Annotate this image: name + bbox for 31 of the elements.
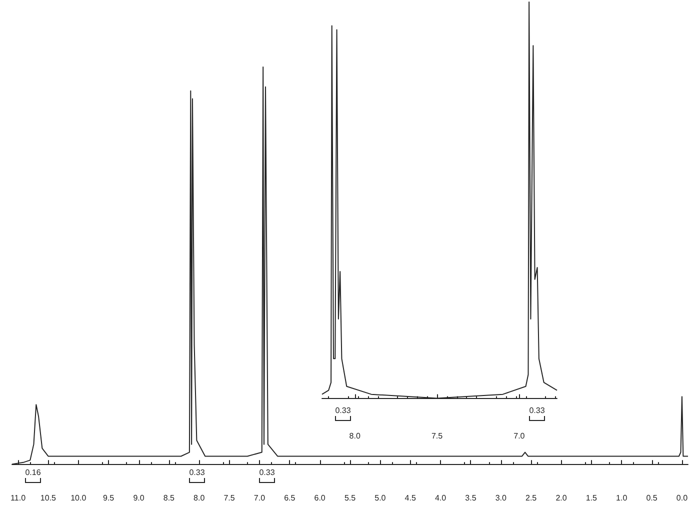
text: 0.16 xyxy=(25,468,41,477)
x-tick-label: 0.5 xyxy=(646,494,658,502)
x-tick-label: 8.0 xyxy=(194,494,206,502)
x-tick-label: 6.0 xyxy=(314,494,326,502)
x-tick-label: 1.0 xyxy=(616,494,628,502)
x-tick-label: 2.5 xyxy=(526,494,538,502)
x-tick-label: 11.0 xyxy=(10,494,26,502)
x-tick-label: 1.5 xyxy=(586,494,598,502)
x-tick-label: 9.5 xyxy=(103,494,115,502)
x-tick-label: 10.0 xyxy=(70,494,87,502)
x-tick-label: 10.5 xyxy=(40,494,57,502)
x-tick-label: 8.0 xyxy=(349,432,361,440)
x-tick-label: 5.0 xyxy=(374,494,386,502)
x-tick-label: 3.0 xyxy=(495,494,507,502)
x-tick-label: 2.0 xyxy=(556,494,568,502)
x-tick-label: 3.5 xyxy=(465,494,477,502)
x-tick-label: 7.0 xyxy=(514,432,526,440)
x-tick-label: 8.5 xyxy=(163,494,176,502)
x-tick-label: 6.5 xyxy=(284,494,296,502)
x-tick-label: 4.0 xyxy=(434,494,447,502)
x-tick-label: 7.5 xyxy=(431,432,444,440)
x-tick-label: 7.5 xyxy=(224,494,236,502)
text: 0.33 xyxy=(259,468,275,477)
x-tick-label: 7.0 xyxy=(254,494,266,502)
x-tick-label: 0.0 xyxy=(676,494,688,502)
x-tick-label: 4.5 xyxy=(404,494,416,502)
annotation: 0.33 xyxy=(335,406,351,415)
x-tick-label: 9.0 xyxy=(133,494,145,502)
text: 0.33 xyxy=(189,468,205,477)
annotation: 0.33 xyxy=(529,406,545,415)
x-tick-label: 5.5 xyxy=(344,494,356,502)
